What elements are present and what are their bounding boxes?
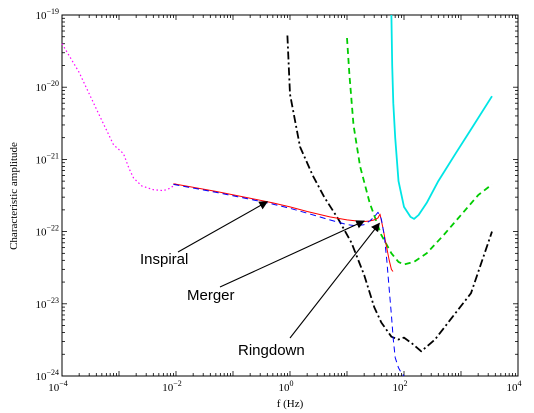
annotation-inspiral: Inspiral [140,251,188,268]
annotation-arrow-merger [219,220,365,288]
y-tick-label: 10−20 [35,79,59,94]
annotation-merger: Merger [187,287,235,304]
x-tick-label: 100 [279,379,294,394]
x-tick-label: 102 [393,379,408,394]
axis-tick-labels: 10−4 10−2 100 102 104 10−24 10−23 10−22 10−21 10−… [35,7,521,394]
y-tick-label: 10−19 [35,7,59,22]
series-green-dashed [346,37,493,266]
annotation-arrow-inspiral [177,201,269,253]
annotation-ringdown: Ringdown [238,342,305,359]
x-tick-label: 10−2 [162,379,182,394]
series-cyan-solid [390,14,493,220]
annotation-layer: Inspiral Merger Ringdown [140,201,380,359]
y-axis-label: Characteristic amplitude [8,142,20,250]
x-axis-label: f (Hz) [277,398,304,410]
series-magenta-dotted [61,43,177,192]
y-tick-label: 10−22 [35,224,59,239]
x-tick-label: 10−4 [48,379,68,394]
series-layer [61,14,493,377]
series-blue-dashed-signal [173,183,405,377]
y-tick-label: 10−23 [35,296,59,311]
y-tick-label: 10−24 [35,368,59,383]
axis-ticks [61,14,519,377]
annotation-arrow-ringdown [289,222,380,339]
x-tick-label: 104 [507,379,522,394]
y-tick-label: 10−21 [35,151,59,166]
series-black-dashdot [286,35,493,353]
